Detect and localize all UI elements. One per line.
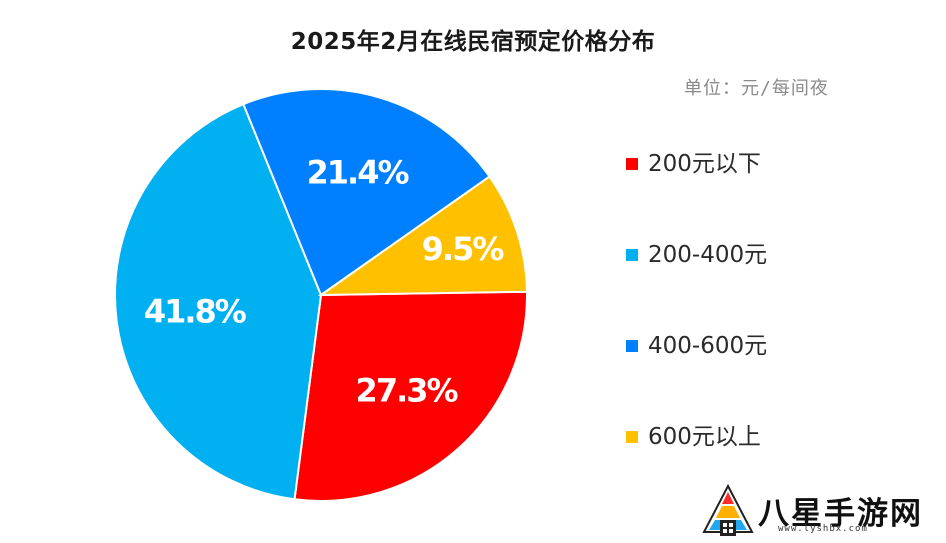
watermark-logo-icon	[702, 483, 754, 536]
legend-label-under-200: 200元以下	[648, 151, 761, 177]
watermark-text: 八星手游网	[758, 496, 923, 532]
legend-label-over-600: 600元以上	[648, 424, 761, 450]
slice-400-600-label: 21.4%	[307, 153, 410, 191]
legend-swatch-over-600	[626, 431, 638, 443]
slice-200-400	[114, 102, 323, 501]
unit-note: 单位：元/每间夜	[684, 78, 829, 99]
watermark-url: www.lyshbx.com	[778, 524, 868, 534]
slice-over-600	[317, 175, 528, 297]
slice-400-600	[242, 88, 491, 297]
legend-label-400-600: 400-600元	[648, 333, 768, 359]
legend-swatch-under-200	[626, 158, 638, 170]
slice-under-200	[293, 290, 528, 502]
slice-under-200-label: 27.3%	[356, 371, 459, 409]
legend-label-200-400: 200-400元	[648, 242, 768, 268]
chart-title: 2025年2月在线民宿预定价格分布	[290, 29, 656, 55]
slice-200-400-label: 41.8%	[144, 292, 247, 330]
legend-swatch-200-400	[626, 249, 638, 261]
legend-swatch-400-600	[626, 340, 638, 352]
slice-over-600-label: 9.5%	[422, 230, 505, 268]
watermark: 八星手游网 www.lyshbx.com	[700, 482, 940, 540]
